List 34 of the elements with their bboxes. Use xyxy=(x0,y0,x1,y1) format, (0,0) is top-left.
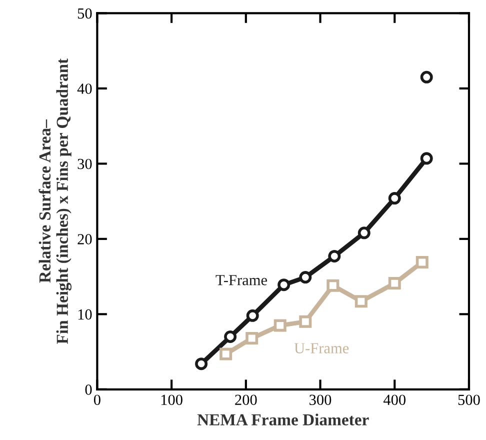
point xyxy=(328,250,341,262)
point xyxy=(299,271,312,284)
y-tick-label: 30 xyxy=(78,158,92,170)
point xyxy=(274,319,286,332)
y-tick-label: 10 xyxy=(78,309,92,320)
series-label: U-Frame xyxy=(294,343,349,354)
y-tick-label: 0 xyxy=(85,384,92,395)
point xyxy=(326,279,340,292)
point xyxy=(299,315,312,328)
point xyxy=(246,309,259,322)
point xyxy=(420,70,433,84)
x-tick-label: 500 xyxy=(458,394,480,406)
x-axis-title: NEMA Frame Diameter xyxy=(197,414,369,426)
point xyxy=(224,330,237,343)
point xyxy=(220,348,232,360)
point xyxy=(358,226,370,240)
x-tick-label: 100 xyxy=(161,394,182,406)
point xyxy=(195,358,208,370)
point xyxy=(388,277,401,290)
point xyxy=(416,256,428,268)
point xyxy=(388,192,401,205)
point xyxy=(246,332,258,344)
x-tick-label: 0 xyxy=(94,394,100,406)
series-label: T-Frame xyxy=(216,275,267,286)
x-tick-label: 200 xyxy=(235,394,257,406)
y-tick-label: 50 xyxy=(78,8,92,19)
y-tick-label: 20 xyxy=(78,234,92,244)
point xyxy=(420,152,433,165)
x-tick-label: 300 xyxy=(310,394,332,406)
y-axis-title: Relative Surface Area– Fin Height (inches) x Fins per Quadrant xyxy=(38,58,72,344)
y-tick-label: 40 xyxy=(77,84,92,94)
point xyxy=(278,278,290,292)
x-tick-label: 400 xyxy=(383,394,406,406)
point xyxy=(354,295,368,308)
